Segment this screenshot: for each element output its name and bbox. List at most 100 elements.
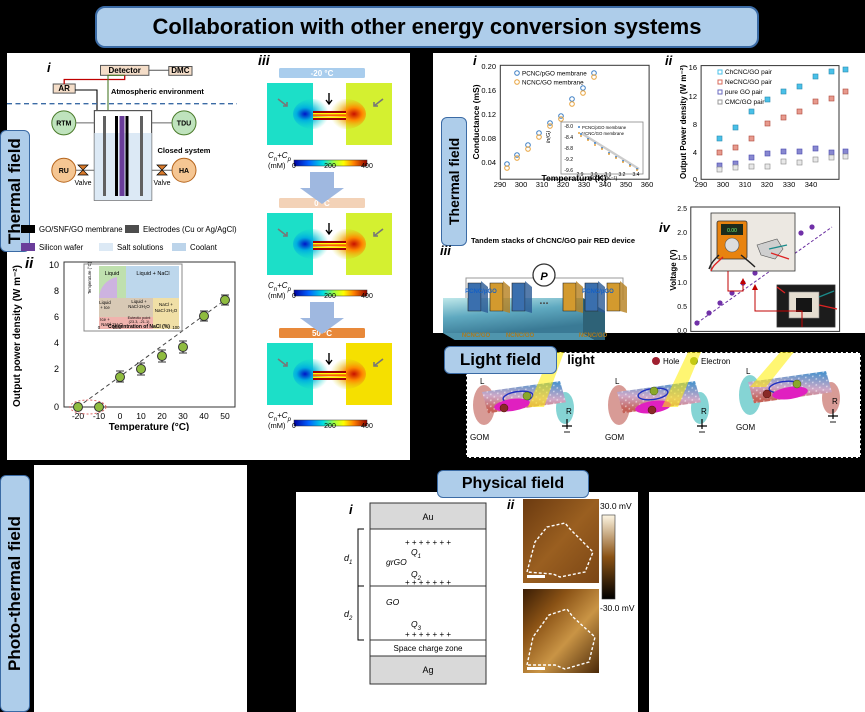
svg-text:23.3: 23.3: [113, 325, 122, 330]
svg-text:grGO: grGO: [386, 557, 407, 567]
svg-text:50: 50: [220, 411, 230, 421]
svg-text:GOM: GOM: [470, 433, 489, 442]
svg-text:DMC: DMC: [171, 66, 189, 75]
svg-text:R: R: [701, 407, 707, 416]
svg-text:Atmospheric environment: Atmospheric environment: [111, 87, 204, 96]
svg-text:-30.0 mV: -30.0 mV: [600, 603, 635, 613]
svg-text:1.5: 1.5: [677, 255, 687, 262]
svg-text:NCNC/GO: NCNC/GO: [462, 333, 491, 339]
svg-text:iv: iv: [659, 220, 671, 235]
svg-text:16: 16: [689, 63, 697, 72]
svg-text:Coolant: Coolant: [190, 243, 218, 252]
svg-text:RTM: RTM: [56, 121, 71, 128]
svg-text:i: i: [349, 502, 353, 517]
svg-text:ii: ii: [665, 53, 673, 68]
svg-text:GOM: GOM: [736, 423, 755, 432]
svg-text:4: 4: [54, 338, 59, 348]
svg-text:iii: iii: [440, 243, 451, 258]
svg-text:L: L: [615, 377, 620, 386]
svg-text:290: 290: [695, 180, 708, 188]
svg-text:PCNC/pGO: PCNC/pGO: [582, 289, 614, 295]
svg-text:CMC/GO pair: CMC/GO pair: [725, 99, 765, 106]
svg-text:iii: iii: [258, 53, 271, 68]
svg-text:NCNC/GO: NCNC/GO: [506, 333, 535, 339]
svg-text:8: 8: [693, 120, 697, 129]
svg-text:Temperature (°C): Temperature (°C): [87, 261, 92, 294]
svg-text:Temperature (K): Temperature (K): [737, 187, 802, 188]
svg-text:RU: RU: [59, 168, 69, 175]
svg-text:30.0 mV: 30.0 mV: [600, 501, 632, 511]
svg-text:400: 400: [361, 293, 373, 300]
svg-text:L: L: [746, 367, 751, 376]
svg-text:Electrodes (Cu or Ag/AgCl): Electrodes (Cu or Ag/AgCl): [143, 225, 237, 234]
svg-text:200: 200: [324, 423, 336, 430]
svg-text:Closed system: Closed system: [158, 146, 211, 155]
svg-text:(mM): (mM): [268, 421, 286, 430]
svg-text:Au: Au: [422, 512, 433, 522]
svg-text:PCNC/pGO: PCNC/pGO: [465, 289, 497, 295]
svg-text:(mM): (mM): [268, 291, 286, 300]
svg-text:d2: d2: [344, 609, 353, 622]
svg-text:light: light: [567, 352, 595, 367]
svg-text:Electron: Electron: [701, 357, 730, 366]
svg-text:200: 200: [324, 163, 336, 170]
svg-text:10: 10: [802, 334, 810, 335]
svg-text:4: 4: [735, 334, 739, 335]
svg-text:Liquid + NaCl: Liquid + NaCl: [136, 271, 169, 277]
svg-text:8: 8: [781, 334, 785, 335]
svg-text:R: R: [566, 407, 572, 416]
svg-text:Silicon wafer: Silicon wafer: [39, 243, 84, 252]
svg-text:Space charge zone: Space charge zone: [394, 644, 463, 653]
svg-text:0.0: 0.0: [677, 328, 687, 335]
svg-text:TDU: TDU: [177, 121, 191, 128]
svg-text:0: 0: [689, 334, 693, 335]
svg-text:0: 0: [292, 423, 296, 430]
svg-text:ChCNC/GO pair: ChCNC/GO pair: [725, 69, 773, 76]
svg-text:40: 40: [199, 411, 209, 421]
svg-text:R: R: [832, 397, 838, 406]
svg-text:GOM: GOM: [605, 433, 624, 442]
svg-text:8: 8: [54, 286, 59, 296]
svg-text:AR: AR: [58, 84, 70, 93]
svg-text:Tandem stacks of ChCNC/GO pair: Tandem stacks of ChCNC/GO pair RED devic…: [471, 236, 635, 245]
svg-text:0: 0: [292, 293, 296, 300]
svg-text:400: 400: [361, 163, 373, 170]
svg-text:Hole: Hole: [663, 357, 680, 366]
svg-text:10: 10: [49, 260, 59, 270]
svg-text:+ Ice: + Ice: [100, 305, 110, 310]
svg-text:1.0: 1.0: [677, 280, 687, 287]
svg-text:i: i: [47, 60, 51, 75]
svg-text:2: 2: [712, 334, 716, 335]
svg-text:30: 30: [178, 411, 188, 421]
svg-text:12: 12: [689, 92, 697, 101]
svg-text:2: 2: [54, 364, 59, 374]
svg-text:L: L: [480, 377, 485, 386]
svg-text:Temperature (°C): Temperature (°C): [109, 422, 190, 431]
svg-text:6: 6: [54, 312, 59, 322]
svg-text:2.0: 2.0: [677, 230, 687, 237]
svg-text:0: 0: [54, 402, 59, 412]
svg-text:Salt solutions: Salt solutions: [117, 243, 163, 252]
svg-text:6: 6: [758, 334, 762, 335]
svg-text:GO: GO: [386, 597, 400, 607]
svg-text:340: 340: [805, 180, 818, 188]
svg-text:...: ...: [539, 295, 548, 307]
svg-text:NCNC/GO: NCNC/GO: [579, 333, 608, 339]
svg-text:+ + + + + + +: + + + + + + +: [405, 630, 451, 639]
svg-text:0.00: 0.00: [727, 228, 737, 234]
svg-text:Ag: Ag: [422, 665, 433, 675]
svg-text:300: 300: [717, 180, 730, 188]
svg-text:2.5: 2.5: [677, 206, 687, 213]
svg-text:-20 °C: -20 °C: [311, 69, 334, 78]
svg-text:ii: ii: [25, 256, 34, 272]
svg-text:(mM): (mM): [268, 161, 286, 170]
svg-text:20: 20: [157, 411, 167, 421]
svg-text:0: 0: [118, 411, 123, 421]
svg-text:200: 200: [324, 293, 336, 300]
svg-text:0.5: 0.5: [677, 304, 687, 311]
svg-text:GO/SNF/GO membrane: GO/SNF/GO membrane: [39, 225, 123, 234]
svg-text:100: 100: [172, 325, 180, 330]
svg-text:Output Power density (W m⁻²): Output Power density (W m⁻²): [679, 65, 688, 179]
svg-text:NaCl +: NaCl +: [159, 302, 173, 307]
svg-text:4: 4: [693, 148, 697, 157]
